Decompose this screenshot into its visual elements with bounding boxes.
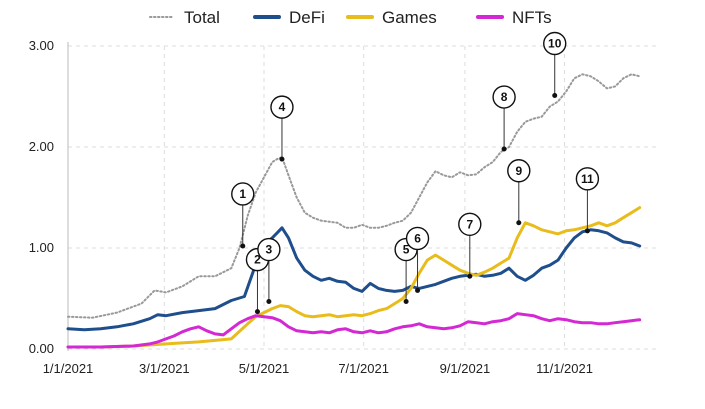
annotation-point (254, 309, 260, 315)
x-tick-label: 5/1/2021 (239, 361, 290, 376)
series-line-nfts (66, 312, 642, 349)
x-tick-label: 1/1/2021 (43, 361, 94, 376)
annotation-label: 4 (279, 100, 286, 114)
annotation-marker (507, 159, 531, 183)
series-line-defi (66, 226, 642, 332)
legend-label-total: Total (184, 8, 220, 27)
annotation-label: 5 (403, 243, 410, 257)
annotation-point (516, 220, 522, 226)
annotation-marker (270, 95, 294, 119)
y-tick-label: 1.00 (29, 240, 54, 255)
x-tick-label: 3/1/2021 (139, 361, 190, 376)
annotation-label: 2 (254, 253, 261, 267)
annotation-label: 10 (548, 36, 562, 50)
annotation-marker (543, 31, 567, 56)
legend-label-nfts: NFTs (512, 8, 552, 27)
annotation-label: 8 (501, 90, 508, 104)
x-tick-label: 9/1/2021 (440, 361, 491, 376)
annotation-point (240, 243, 246, 249)
annotation-label: 7 (466, 217, 473, 231)
annotation-marker (575, 167, 600, 191)
axes: 0.00 1.00 2.00 3.00 1/1/2021 3/1/2021 5/1/2021… (29, 38, 593, 376)
y-tick-label: 0.00 (29, 341, 54, 356)
annotation-point (279, 156, 285, 162)
legend: Total DeFi Games NFTs (149, 8, 552, 27)
annotation-marker (405, 226, 430, 251)
series-line-games (66, 206, 642, 349)
annotation-point (403, 299, 409, 305)
annotation-label: 3 (266, 243, 273, 257)
x-tick-label: 7/1/2021 (338, 361, 389, 376)
annotation-point (552, 92, 558, 98)
legend-label-defi: DeFi (289, 8, 325, 27)
annotation-label: 11 (581, 172, 594, 186)
annotation-point (584, 228, 590, 234)
annotation-marker (231, 182, 255, 206)
annotation-marker (492, 85, 516, 109)
annotation-marker (458, 212, 482, 236)
annotation-label: 6 (414, 231, 421, 245)
series-line-total (67, 73, 641, 319)
annotation-label: 1 (239, 187, 246, 201)
annotation-point (415, 287, 421, 293)
y-tick-label: 2.00 (29, 139, 54, 154)
annotations-layer: 1 23 4 56 7 8 9 10 11 (231, 31, 600, 315)
annotation-point (501, 146, 507, 152)
y-tick-label: 3.00 (29, 38, 54, 53)
series-layer (66, 73, 642, 349)
annotation-marker (257, 237, 281, 262)
x-tick-label: 11/1/2021 (536, 361, 593, 376)
legend-label-games: Games (382, 8, 437, 27)
annotation-label: 9 (515, 164, 522, 178)
annotation-point (467, 273, 473, 279)
annotation-point (266, 299, 272, 305)
